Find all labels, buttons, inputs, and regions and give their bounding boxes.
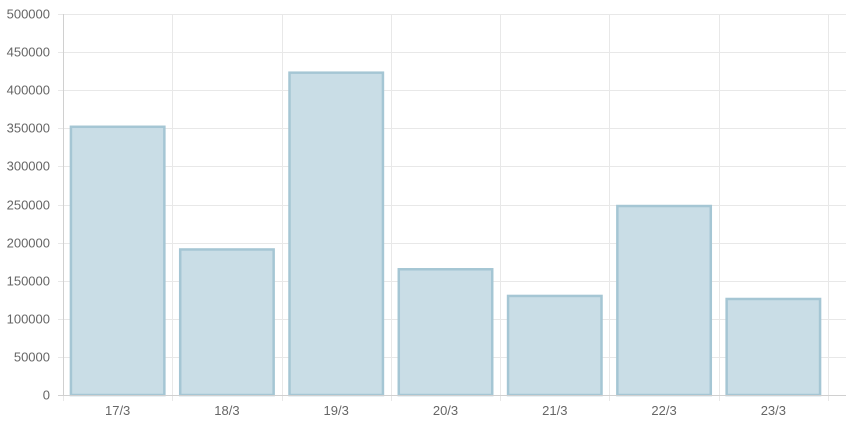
y-tick-label: 400000 <box>7 83 50 98</box>
bar-23-3 <box>725 297 822 397</box>
x-tick-label: 19/3 <box>324 403 349 418</box>
y-tick-label: 350000 <box>7 121 50 136</box>
bar-18-3 <box>178 248 275 397</box>
y-tick-label: 200000 <box>7 236 50 251</box>
y-tick-label: 150000 <box>7 274 50 289</box>
x-tick-label: 21/3 <box>542 403 567 418</box>
bar-20-3 <box>397 268 494 397</box>
y-tick-label: 100000 <box>7 312 50 327</box>
x-tick-label: 20/3 <box>433 403 458 418</box>
label-layer: 0 50000 100000 150000 200000 250000 300000 3500… <box>7 7 786 419</box>
y-tick-label: 250000 <box>7 198 50 213</box>
axis-layer <box>58 14 846 396</box>
y-tick-label: 450000 <box>7 45 50 60</box>
bar-17-3 <box>69 125 166 397</box>
x-tick-label: 18/3 <box>214 403 239 418</box>
x-tick-label: 23/3 <box>761 403 786 418</box>
bar-19-3 <box>288 71 385 397</box>
bar-22-3 <box>616 204 713 397</box>
y-tick-label: 50000 <box>14 350 50 365</box>
y-tick-label: 500000 <box>7 7 50 22</box>
x-tick-label: 22/3 <box>651 403 676 418</box>
y-tick-label: 300000 <box>7 159 50 174</box>
bar-21-3 <box>506 294 603 397</box>
x-tick-label: 17/3 <box>105 403 130 418</box>
bar-layer <box>69 71 822 397</box>
y-tick-label: 0 <box>43 388 50 403</box>
